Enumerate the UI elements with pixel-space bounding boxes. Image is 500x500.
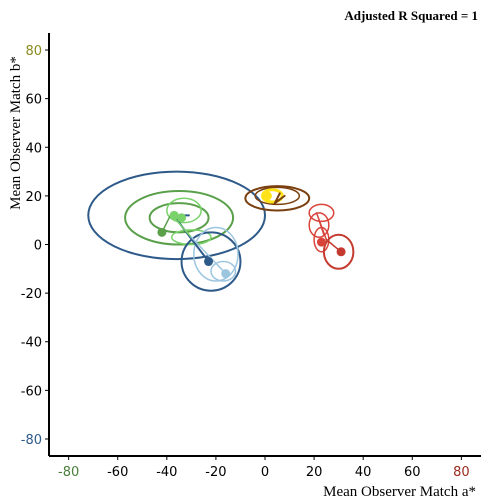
connector-line [190, 236, 227, 275]
confidence-ellipse [148, 202, 210, 234]
x-tick-label: -20 [205, 465, 226, 480]
y-tick-label: 20 [25, 190, 42, 205]
confidence-ellipse [193, 226, 239, 282]
y-axis-ticks: 80 60 40 20 0 -20 -40 -60 -80 [21, 44, 49, 448]
confidence-ellipse [124, 190, 235, 246]
confidence-ellipse [308, 203, 335, 223]
y-tick-label: 60 [25, 93, 42, 108]
r-squared-annotation: Adjusted R Squared = 1 [344, 8, 478, 23]
data-point [157, 227, 167, 237]
x-tick-label: 40 [355, 465, 372, 480]
confidence-ellipse [322, 233, 355, 270]
x-axis-ticks: -80 -60 -40 -20 0 20 40 60 80 [58, 456, 470, 480]
y-axis-title: Mean Observer Match b* [8, 56, 24, 210]
x-tick-label: 60 [404, 465, 421, 480]
y-tick-label: 0 [34, 239, 42, 254]
y-tick-label: 40 [25, 141, 42, 156]
plot-area [87, 170, 355, 292]
x-tick-label: 20 [306, 465, 323, 480]
connector-line [273, 194, 286, 205]
data-point [262, 191, 272, 201]
y-tick-label: -40 [21, 336, 42, 351]
x-tick-label: 80 [453, 465, 470, 480]
confidence-ellipse [170, 229, 212, 246]
y-tick-label: -60 [21, 384, 42, 399]
confidence-ellipse [87, 170, 267, 261]
data-point [204, 257, 214, 267]
x-axis-title: Mean Observer Match a* [323, 484, 476, 500]
x-tick-label: -40 [156, 465, 177, 480]
x-tick-label: -60 [107, 465, 128, 480]
confidence-ellipse [210, 260, 237, 282]
data-point [336, 247, 346, 257]
y-tick-label: 80 [25, 44, 42, 59]
data-point [169, 210, 179, 220]
confidence-ellipse [261, 188, 284, 204]
connector-line [173, 217, 193, 238]
data-point [177, 213, 187, 223]
confidence-ellipse [254, 186, 301, 206]
confidence-ellipse [244, 185, 311, 212]
x-tick-label: 0 [261, 465, 269, 480]
data-point [221, 269, 231, 279]
data-point [316, 237, 326, 247]
confidence-ellipse [308, 212, 330, 238]
connector-line [318, 219, 325, 236]
x-tick-label: -80 [58, 465, 79, 480]
y-tick-label: -20 [21, 287, 42, 302]
y-tick-label: -80 [21, 433, 42, 448]
confidence-ellipse [180, 231, 242, 292]
confidence-ellipse [166, 197, 202, 224]
